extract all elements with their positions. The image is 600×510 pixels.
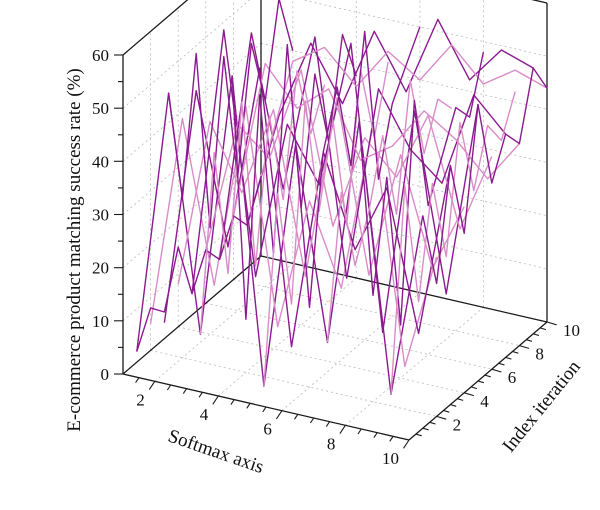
gridline-z-back bbox=[260, 96, 548, 163]
y-axis-tick bbox=[470, 386, 478, 390]
y-axis-tick bbox=[505, 356, 512, 360]
series-line-20 bbox=[422, 67, 548, 285]
y-axis-tick bbox=[429, 421, 436, 425]
y-axis-tick bbox=[539, 327, 547, 331]
y-axis-tick bbox=[526, 339, 533, 342]
gridline-z-left bbox=[122, 96, 262, 215]
series-line-12 bbox=[167, 0, 294, 229]
series-line-10 bbox=[260, 44, 548, 177]
x-axis-tick bbox=[373, 432, 378, 438]
x-tick-label: 8 bbox=[327, 434, 336, 453]
axis-box-edge bbox=[531, 0, 548, 4]
series-line-15 bbox=[263, 61, 389, 387]
x-axis-tick bbox=[230, 399, 235, 405]
axis-box-edge bbox=[122, 255, 262, 375]
x-axis-tick bbox=[275, 410, 283, 420]
z-tick-label: 10 bbox=[92, 312, 109, 331]
z-tick-label: 20 bbox=[92, 259, 109, 278]
y-axis-tick bbox=[450, 404, 457, 407]
y-axis-tick bbox=[443, 409, 450, 413]
axis-box-edge bbox=[260, 255, 548, 323]
z-tick-label: 60 bbox=[92, 46, 109, 65]
series-line-17 bbox=[326, 79, 453, 343]
y-tick-label: 8 bbox=[535, 345, 544, 364]
series-line-6 bbox=[205, 69, 493, 251]
y-axis-tick bbox=[457, 398, 464, 401]
gridline-y-floor bbox=[178, 326, 465, 394]
gridline-x-floor bbox=[218, 277, 357, 397]
y-axis-tick bbox=[546, 321, 557, 326]
y-tick-label: 10 bbox=[563, 321, 580, 340]
x-axis-tick bbox=[148, 380, 156, 390]
x-axis-tick bbox=[403, 439, 410, 449]
series-line-9 bbox=[246, 18, 534, 226]
series-line-13 bbox=[199, 70, 326, 335]
x-axis-tick bbox=[135, 377, 140, 383]
z-tick-label: 0 bbox=[101, 365, 110, 384]
gridline-y-floor bbox=[150, 350, 437, 417]
axis-box-edge bbox=[122, 0, 189, 56]
x-axis-tick bbox=[357, 428, 362, 435]
gridline-y-floor bbox=[205, 302, 492, 370]
x-tick-label: 6 bbox=[263, 420, 272, 439]
x-axis-title: Softmax axis bbox=[165, 426, 266, 478]
x-axis-tick bbox=[339, 424, 346, 434]
series-line-3 bbox=[163, 67, 452, 348]
gridline-x-floor bbox=[345, 306, 484, 426]
y-axis-tick bbox=[491, 368, 502, 373]
x-axis-tick bbox=[309, 417, 315, 424]
y-axis-tick bbox=[422, 427, 429, 431]
x-axis-tick bbox=[182, 388, 188, 394]
y-axis-tick bbox=[498, 362, 505, 366]
y-axis-tick bbox=[477, 380, 484, 384]
x-axis-tick bbox=[389, 435, 394, 442]
z-tick-label: 40 bbox=[92, 152, 109, 171]
gridline-x-floor bbox=[154, 262, 294, 382]
z-axis-title: E-commerce product matching success rate… bbox=[64, 68, 85, 431]
x-axis-tick bbox=[325, 421, 331, 427]
x-tick-label: 10 bbox=[382, 449, 399, 468]
series-line-14 bbox=[231, 33, 357, 320]
z-tick-label: 50 bbox=[92, 99, 109, 118]
y-tick-label: 6 bbox=[508, 368, 517, 387]
x-axis-tick bbox=[198, 391, 203, 398]
y-axis-tick bbox=[436, 415, 447, 420]
y-tick-label: 4 bbox=[480, 392, 489, 411]
y-axis-tick bbox=[484, 374, 491, 378]
series-layer bbox=[136, 0, 548, 395]
x-axis-tick bbox=[262, 406, 267, 413]
y-axis-tick bbox=[533, 333, 540, 337]
y-tick-label: 2 bbox=[453, 415, 462, 434]
series-line-16 bbox=[295, 26, 421, 308]
y-axis-tick bbox=[464, 392, 474, 397]
series-line-4 bbox=[177, 96, 465, 285]
x-axis-tick bbox=[294, 413, 299, 420]
y-axis-tick bbox=[512, 350, 519, 354]
gridline-z-back bbox=[260, 42, 548, 110]
gridline-z-left bbox=[122, 0, 251, 109]
gridline-z-back bbox=[301, 0, 548, 57]
x-tick-label: 4 bbox=[200, 405, 209, 424]
z-tick-label: 30 bbox=[92, 206, 109, 225]
gridline-z-left bbox=[122, 0, 188, 56]
series-line-19 bbox=[390, 91, 516, 395]
gridline-z-back bbox=[260, 202, 548, 270]
gridline-z-back bbox=[532, 0, 548, 4]
gridline-z-left bbox=[122, 202, 262, 322]
x-axis-tick bbox=[212, 395, 219, 405]
x-axis-tick bbox=[246, 402, 251, 409]
gridline-y-floor bbox=[233, 279, 520, 346]
x-tick-label: 2 bbox=[136, 390, 145, 409]
series-line-18 bbox=[358, 51, 485, 326]
y-axis-tick bbox=[519, 345, 530, 349]
x-axis-tick bbox=[166, 384, 172, 391]
y-axis-tick bbox=[415, 433, 422, 437]
